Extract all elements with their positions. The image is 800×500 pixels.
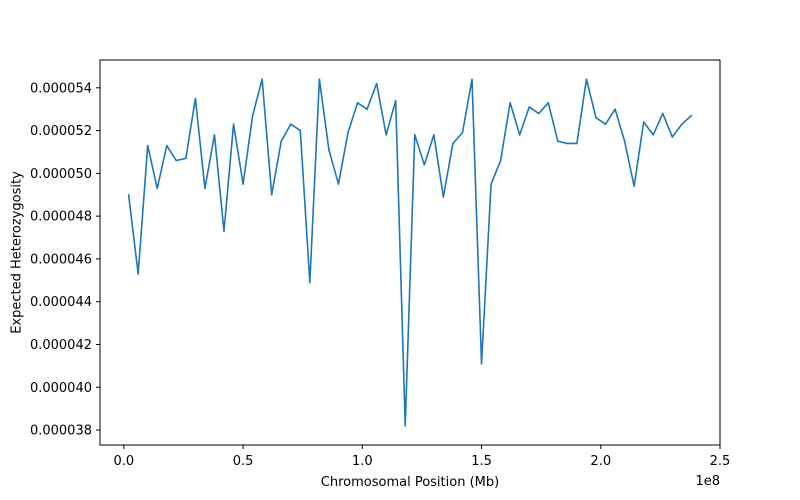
data-point — [156, 187, 159, 190]
data-point — [251, 114, 254, 117]
y-tick-label: 0.000044 — [30, 295, 92, 310]
data-point — [671, 136, 674, 138]
data-point — [309, 281, 311, 284]
data-point — [442, 196, 445, 198]
data-point — [614, 108, 616, 110]
data-point — [461, 131, 464, 134]
data-point — [604, 123, 607, 125]
x-tick-label: 0.0 — [114, 454, 135, 469]
data-point — [681, 123, 683, 125]
data-point — [137, 273, 139, 275]
data-point — [490, 183, 492, 185]
x-axis-offset-label: 1e8 — [695, 474, 720, 489]
series-line — [127, 78, 692, 427]
data-point — [394, 99, 397, 102]
data-point — [299, 129, 302, 132]
x-axis-ticks: 0.0 0.5 1.0 1.5 2.0 2.5 — [114, 445, 731, 469]
data-point — [337, 183, 340, 185]
data-point — [690, 114, 693, 117]
data-point — [423, 164, 426, 166]
x-axis-label: Chromosomal Position (Mb) — [321, 475, 499, 490]
data-point — [242, 183, 244, 185]
y-tick-label: 0.000052 — [30, 124, 92, 139]
data-point — [289, 123, 292, 125]
data-point — [480, 362, 483, 365]
data-point — [518, 134, 521, 136]
data-point — [356, 101, 359, 104]
data-point — [175, 159, 178, 162]
data-point — [194, 97, 197, 100]
data-point — [366, 108, 368, 110]
y-tick-label: 0.000038 — [30, 424, 92, 439]
data-point — [404, 424, 407, 427]
data-point — [232, 123, 235, 125]
x-tick-label: 1.5 — [471, 454, 492, 469]
data-point — [547, 101, 550, 104]
y-axis-label: Expected Heterozygosity — [10, 171, 25, 334]
data-point — [566, 142, 569, 145]
y-axis-ticks: 0.000038 0.000040 0.000042 0.000044 0.000046… — [30, 81, 100, 439]
data-point — [623, 140, 626, 143]
data-point — [509, 101, 511, 104]
data-point — [652, 134, 655, 136]
data-point — [270, 193, 273, 196]
y-tick-label: 0.000048 — [30, 210, 92, 225]
data-point — [499, 159, 502, 162]
data-point — [318, 78, 321, 81]
data-point — [204, 187, 206, 190]
y-tick-label: 0.000050 — [30, 167, 92, 182]
data-point — [471, 78, 473, 81]
data-point — [452, 142, 454, 145]
data-point — [633, 185, 635, 187]
data-point — [557, 140, 559, 143]
x-tick-label: 2.5 — [710, 454, 731, 469]
data-point — [385, 134, 387, 136]
y-tick-label: 0.000054 — [30, 81, 92, 96]
series-layer — [127, 78, 693, 427]
data-point — [127, 193, 130, 196]
data-point — [661, 112, 664, 115]
data-point — [213, 134, 216, 136]
data-point — [642, 121, 645, 123]
x-tick-label: 2.0 — [590, 454, 611, 469]
data-point — [576, 142, 578, 145]
data-point — [280, 140, 283, 143]
plot-frame — [99, 59, 721, 446]
y-tick-label: 0.000042 — [30, 338, 92, 353]
x-tick-label: 0.5 — [233, 454, 254, 469]
data-point — [413, 134, 416, 136]
data-point — [528, 106, 531, 108]
data-point — [375, 82, 378, 85]
data-point — [261, 78, 263, 81]
data-point — [433, 134, 435, 136]
data-point — [165, 144, 168, 147]
y-tick-label: 0.000046 — [30, 252, 92, 267]
data-point — [223, 230, 225, 232]
data-point — [328, 149, 330, 151]
data-point — [347, 131, 349, 134]
data-point — [595, 116, 597, 119]
data-point — [185, 157, 187, 160]
y-tick-label: 0.000040 — [30, 381, 92, 396]
data-point — [146, 144, 149, 147]
data-point — [537, 112, 540, 115]
x-tick-label: 1.0 — [352, 454, 373, 469]
data-point — [585, 78, 588, 81]
